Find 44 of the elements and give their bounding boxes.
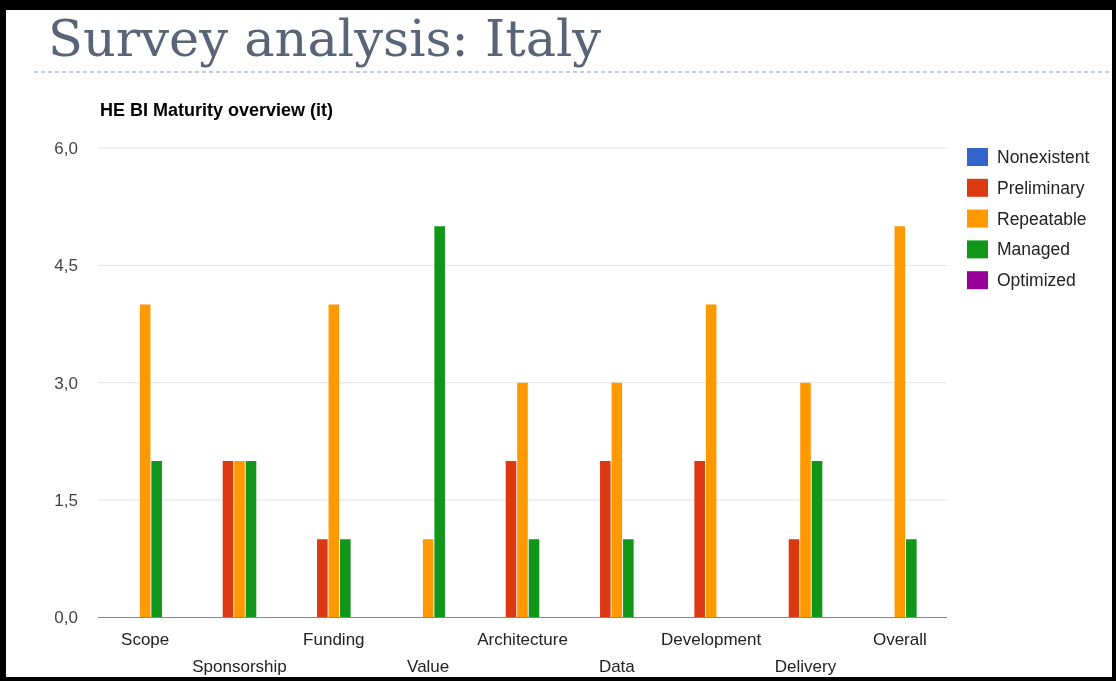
legend-label: Optimized [997,270,1076,291]
bar [694,461,705,618]
legend-label: Nonexistent [997,147,1090,167]
bar [517,382,528,618]
bar [811,461,823,618]
bar [340,539,351,618]
x-tick-label: Delivery [774,656,837,676]
bar [222,461,234,618]
y-tick-label: 4,5 [54,256,78,276]
bar [434,226,445,618]
bar [623,539,634,618]
x-tick-label: Sponsorship [192,656,287,676]
bar [317,539,328,618]
bar [894,226,906,618]
bar [705,304,717,618]
bar [234,461,245,618]
bar [906,539,917,618]
bar [505,461,517,618]
legend-label: Managed [997,239,1070,260]
bar [528,539,540,618]
y-tick-label: 3,0 [54,373,78,393]
x-tick-label: Scope [121,629,170,649]
x-tick-label: Architecture [477,629,568,649]
y-tick-label: 0,0 [54,608,78,628]
chart-title: Survey analysis: Italy [48,9,602,68]
bar [788,539,800,618]
bar [800,382,811,618]
y-tick-label: 1,5 [54,491,78,511]
y-tick-label: 6,0 [54,138,78,158]
chart-subtitle: HE BI Maturity overview (it) [100,100,334,120]
x-tick-label: Overall [872,629,927,649]
x-tick-label: Development [661,629,762,649]
bar [611,382,623,618]
legend-label: Repeatable [997,208,1087,229]
x-tick-label: Data [598,656,636,676]
bar [422,539,434,618]
x-tick-label: Value [407,656,450,676]
x-tick-label: Funding [303,629,365,649]
bar [245,461,257,618]
bar [151,461,162,618]
bar [328,304,340,618]
legend-label: Preliminary [997,177,1085,198]
bar [600,461,611,618]
bar [139,304,151,618]
